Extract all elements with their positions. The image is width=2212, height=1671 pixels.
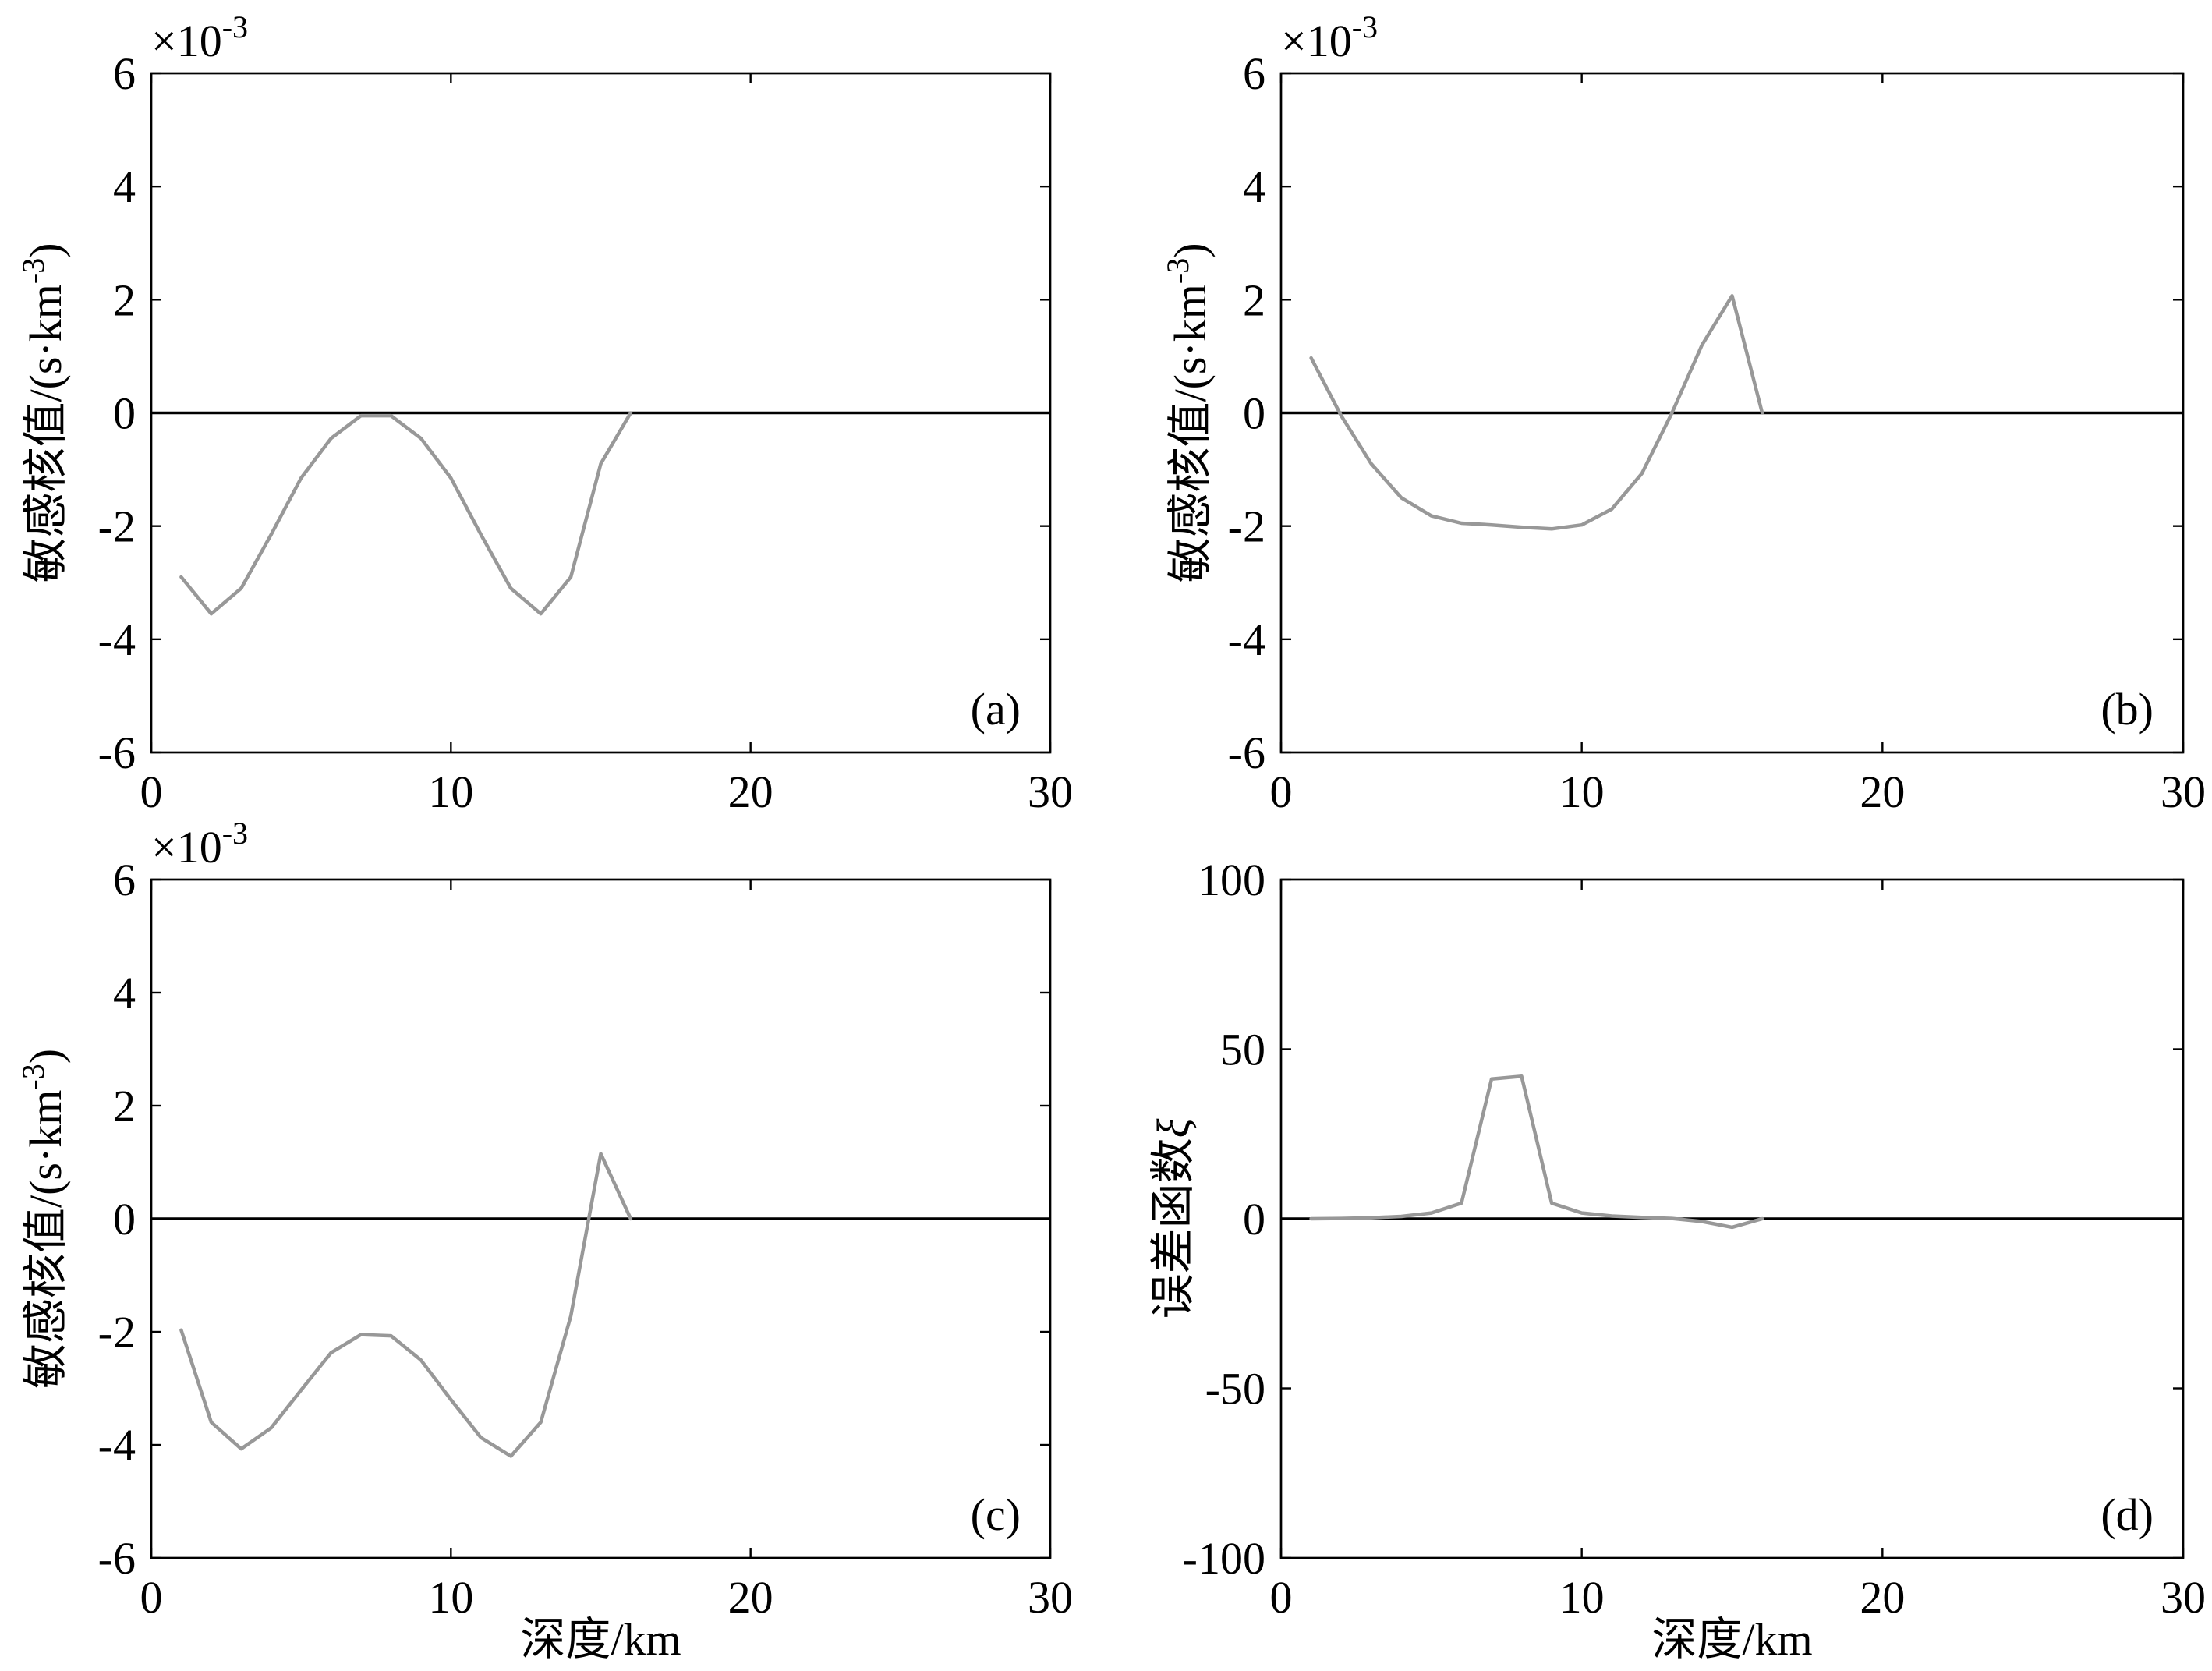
x-tick-label: 20 [728, 1572, 773, 1623]
y-tick-label: 6 [113, 48, 136, 99]
y-tick-label: -2 [98, 1307, 136, 1358]
series-line-d [1309, 1074, 1764, 1230]
x-tick-label: 10 [428, 1572, 473, 1623]
y-axis-label-superscript: -3 [16, 1064, 51, 1089]
y-tick-label: -2 [1228, 501, 1265, 552]
y-tick-label: 6 [113, 855, 136, 905]
x-axis-label: 深度/km [520, 1614, 681, 1665]
y-axis-label: 敏感核值/(s·km-3) [16, 243, 71, 582]
y-tick-label: 50 [1220, 1025, 1265, 1075]
y-tick-label: -4 [1228, 614, 1265, 665]
axis-multiplier-exponent: -3 [222, 9, 248, 44]
y-tick-label: 4 [1243, 161, 1265, 212]
x-axis-label: 深度/km [1651, 1614, 1812, 1665]
x-tick-label: 20 [728, 766, 773, 817]
panel-label: (b) [2101, 684, 2154, 735]
axis-multiplier-base: ×10 [151, 16, 222, 66]
y-axis-label-text: 误差函数 [1148, 1138, 1198, 1319]
x-tick-label: 30 [1028, 1572, 1073, 1623]
y-axis-label-tail: ) [1165, 243, 1216, 257]
y-axis-label-text: 敏感核值/(s·km [20, 1090, 71, 1389]
y-tick-label: 2 [1243, 274, 1265, 325]
y-tick-label: -6 [98, 1533, 136, 1584]
panel-label: (c) [971, 1489, 1021, 1540]
y-tick-label: 100 [1198, 855, 1265, 905]
y-tick-label: 0 [1243, 388, 1265, 439]
x-tick-label: 10 [428, 766, 473, 817]
axis-multiplier-base: ×10 [1281, 16, 1352, 66]
y-axis-label-symbol: ξ [1148, 1118, 1198, 1138]
x-tick-label: 0 [140, 1572, 163, 1623]
y-tick-label: -4 [98, 1420, 136, 1471]
y-axis-label-superscript: -3 [1160, 258, 1195, 284]
y-tick-label: -50 [1205, 1364, 1265, 1414]
axis-multiplier-exponent: -3 [222, 816, 248, 851]
axis-multiplier-exponent: -3 [1352, 9, 1378, 44]
y-axis-label-text: 敏感核值/(s·km [20, 284, 71, 582]
x-tick-label: 0 [1270, 1572, 1293, 1623]
axis-multiplier: ×10-3 [1281, 9, 1378, 66]
y-axis-label-tail: ) [20, 243, 71, 257]
x-tick-label: 30 [2161, 766, 2206, 817]
x-tick-label: 10 [1559, 1572, 1605, 1623]
x-tick-label: 0 [140, 766, 163, 817]
x-tick-label: 0 [1270, 766, 1293, 817]
y-tick-label: -6 [1228, 728, 1265, 778]
axis-multiplier: ×10-3 [151, 816, 248, 873]
y-tick-label: 0 [113, 1194, 136, 1244]
y-axis-label-tail: ) [20, 1049, 71, 1064]
y-tick-label: 2 [113, 274, 136, 325]
series-line-b [1309, 294, 1764, 531]
y-tick-label: -6 [98, 728, 136, 778]
x-tick-label: 10 [1559, 766, 1605, 817]
y-axis-label-superscript: -3 [16, 258, 51, 284]
y-tick-label: -4 [98, 614, 136, 665]
y-tick-label: 6 [1243, 48, 1265, 99]
y-tick-label: -100 [1183, 1533, 1265, 1584]
x-tick-label: 20 [1860, 766, 1905, 817]
y-axis-label: 敏感核值/(s·km-3) [16, 1049, 71, 1389]
y-axis-label: 敏感核值/(s·km-3) [1160, 243, 1216, 582]
y-axis-label-text: 敏感核值/(s·km [1165, 284, 1216, 582]
x-tick-label: 30 [2161, 1572, 2206, 1623]
y-tick-label: 4 [113, 161, 136, 212]
series-line-c [179, 1152, 633, 1458]
y-tick-label: 2 [113, 1081, 136, 1131]
y-tick-label: 0 [1243, 1194, 1265, 1244]
panel-label: (d) [2101, 1489, 2154, 1540]
x-tick-label: 20 [1860, 1572, 1905, 1623]
panel-d: 0 10 20 30 -100 -50 0 50 100 误差函数ξ (d) 深度/km [1148, 855, 2206, 1665]
x-tick-label: 30 [1028, 766, 1073, 817]
axis-multiplier-base: ×10 [151, 822, 222, 873]
axis-multiplier: ×10-3 [151, 9, 248, 66]
y-tick-label: 0 [113, 388, 136, 439]
series-line-a [179, 411, 633, 616]
y-tick-label: 4 [113, 968, 136, 1018]
y-axis-label: 误差函数ξ [1148, 1118, 1198, 1319]
panel-label: (a) [971, 684, 1021, 735]
y-tick-label: -2 [98, 501, 136, 552]
panel-c: 0 10 20 30-6-4-20246敏感核值/(s·km-3)×10-3(c)深度… [16, 816, 1073, 1665]
